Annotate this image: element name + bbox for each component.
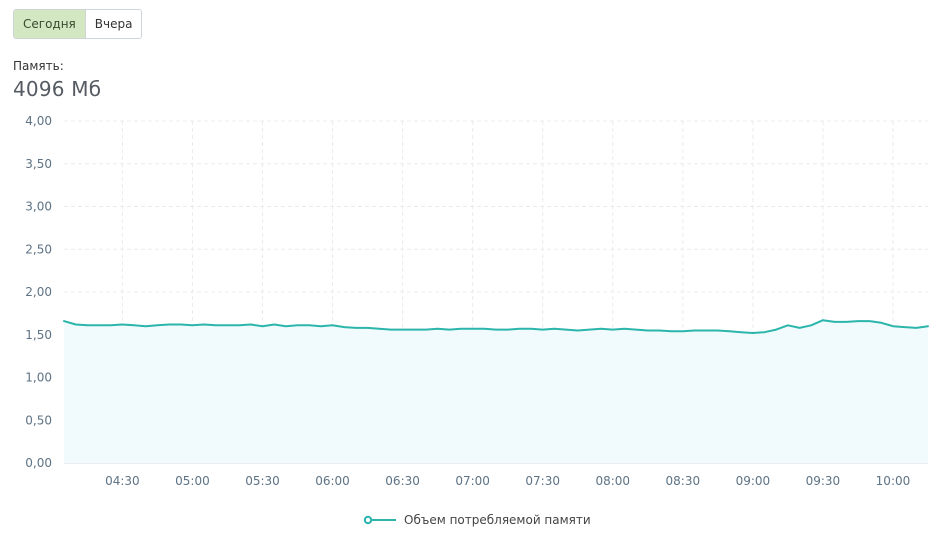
x-tick-label: 08:00 — [595, 474, 630, 488]
x-tick-label: 07:30 — [525, 474, 560, 488]
x-tick-label: 10:00 — [876, 474, 911, 488]
tab-today[interactable]: Сегодня — [14, 10, 85, 38]
x-tick-label: 06:00 — [315, 474, 350, 488]
legend-series-label: Объем потребляемой памяти — [404, 513, 591, 527]
period-tabs: Сегодня Вчера — [13, 9, 143, 39]
x-tick-label: 04:30 — [105, 474, 140, 488]
x-axis: 04:30 05:00 05:30 06:00 06:30 07:00 07:30 08:00… — [105, 474, 910, 488]
y-tick-label: 3,50 — [25, 157, 52, 171]
y-tick-label: 0,50 — [25, 413, 52, 427]
y-tick-label: 0,00 — [25, 456, 52, 470]
x-tick-label: 06:30 — [385, 474, 420, 488]
x-tick-label: 09:30 — [806, 474, 841, 488]
y-tick-label: 2,50 — [25, 242, 52, 256]
y-tick-label: 3,00 — [25, 200, 52, 214]
chart-area-layer — [64, 320, 928, 463]
series-memory-line — [63, 319, 929, 334]
series-memory-area — [64, 320, 928, 463]
memory-value: 4096 Мб — [13, 77, 102, 101]
chart-legend[interactable]: Объем потребляемой памяти — [362, 510, 591, 530]
y-axis: 0,00 0,50 1,00 1,50 2,00 2,50 3,00 3,50 4,00 — [25, 114, 52, 470]
y-tick-label: 2,00 — [25, 285, 52, 299]
y-tick-label: 1,00 — [25, 371, 52, 385]
x-tick-label: 08:30 — [666, 474, 701, 488]
x-tick-label: 05:30 — [245, 474, 280, 488]
y-tick-label: 4,00 — [25, 114, 52, 128]
x-tick-label: 07:00 — [455, 474, 490, 488]
legend-series-swatch-icon — [363, 515, 396, 525]
memory-label: Память: — [13, 59, 64, 73]
x-tick-label: 09:00 — [736, 474, 771, 488]
chart-line-layer — [63, 319, 929, 334]
x-tick-label: 05:00 — [175, 474, 210, 488]
tab-yesterday[interactable]: Вчера — [84, 10, 142, 38]
y-tick-label: 1,50 — [25, 328, 52, 342]
memory-chart: 0,00 0,50 1,00 1,50 2,00 2,50 3,00 3,50 4,00 04:… — [25, 114, 929, 488]
